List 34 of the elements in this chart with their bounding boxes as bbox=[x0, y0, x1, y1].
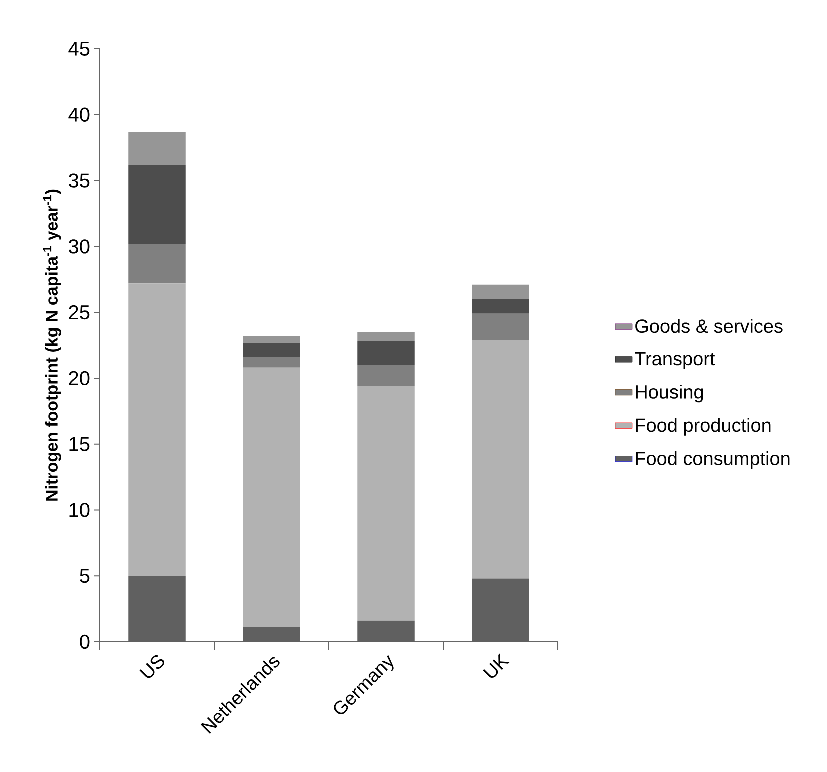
y-axis-title: Nitrogen footprint (kg N capita$^{-1}$ year$^{-1}$) bbox=[43, 190, 62, 501]
y-tick-label: 30 bbox=[69, 240, 90, 254]
x-tick-label: US bbox=[140, 655, 164, 678]
bar bbox=[243, 342, 300, 358]
y-tick-label: 15 bbox=[70, 437, 90, 452]
bar bbox=[128, 132, 186, 165]
legend-label: Transport bbox=[635, 352, 716, 370]
bar bbox=[358, 342, 415, 366]
x-tick-label: UK bbox=[483, 654, 510, 678]
y-tick-label: 0 bbox=[80, 634, 90, 650]
bar bbox=[243, 336, 300, 343]
bar bbox=[358, 332, 415, 342]
legend-label: Food production bbox=[636, 418, 771, 436]
bar bbox=[243, 368, 300, 628]
bar bbox=[472, 299, 530, 314]
bar bbox=[358, 386, 415, 621]
bar bbox=[128, 284, 186, 576]
bar bbox=[472, 284, 530, 300]
y-tick-label: 35 bbox=[69, 174, 90, 188]
bar bbox=[472, 314, 530, 340]
bar bbox=[243, 357, 300, 368]
bar bbox=[128, 244, 186, 284]
y-tick-label: 25 bbox=[69, 305, 90, 320]
y-tick-label: 40 bbox=[68, 108, 90, 122]
legend-label: Housing bbox=[636, 384, 704, 403]
y-tick-label: 5 bbox=[80, 569, 90, 584]
legend-label: Food consumption bbox=[636, 451, 790, 470]
y-tick-label: 45 bbox=[68, 42, 90, 56]
bar bbox=[358, 365, 415, 386]
bar bbox=[472, 340, 530, 579]
bar bbox=[128, 164, 186, 244]
y-tick-label: 10 bbox=[70, 503, 90, 518]
y-tick-label: 20 bbox=[69, 371, 90, 386]
legend-label: Goods & services bbox=[636, 319, 783, 334]
